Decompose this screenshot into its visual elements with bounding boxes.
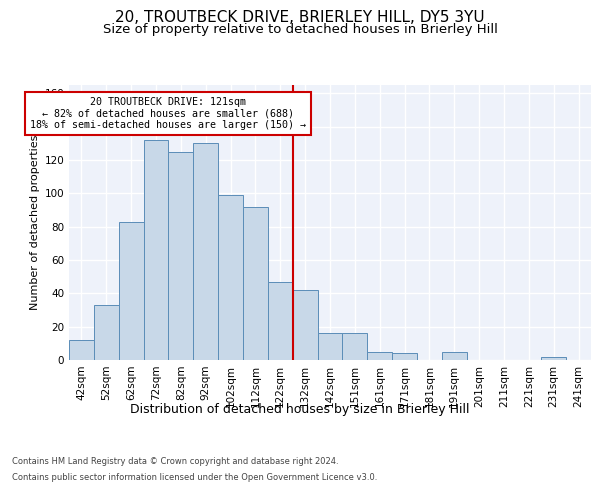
Bar <box>243 206 268 360</box>
Bar <box>392 354 417 360</box>
Bar <box>143 140 169 360</box>
Text: Contains public sector information licensed under the Open Government Licence v3: Contains public sector information licen… <box>12 472 377 482</box>
Bar <box>169 152 193 360</box>
Text: Size of property relative to detached houses in Brierley Hill: Size of property relative to detached ho… <box>103 22 497 36</box>
Bar <box>317 334 343 360</box>
Bar <box>69 340 94 360</box>
Text: 20, TROUTBECK DRIVE, BRIERLEY HILL, DY5 3YU: 20, TROUTBECK DRIVE, BRIERLEY HILL, DY5 … <box>115 10 485 25</box>
Bar <box>293 290 317 360</box>
Bar <box>218 195 243 360</box>
Bar <box>343 334 367 360</box>
Bar <box>442 352 467 360</box>
Bar <box>367 352 392 360</box>
Bar <box>193 144 218 360</box>
Text: Contains HM Land Registry data © Crown copyright and database right 2024.: Contains HM Land Registry data © Crown c… <box>12 458 338 466</box>
Y-axis label: Number of detached properties: Number of detached properties <box>30 135 40 310</box>
Text: Distribution of detached houses by size in Brierley Hill: Distribution of detached houses by size … <box>130 402 470 415</box>
Bar <box>268 282 293 360</box>
Bar <box>94 305 119 360</box>
Bar <box>119 222 143 360</box>
Text: 20 TROUTBECK DRIVE: 121sqm
← 82% of detached houses are smaller (688)
18% of sem: 20 TROUTBECK DRIVE: 121sqm ← 82% of deta… <box>31 96 307 130</box>
Bar <box>541 356 566 360</box>
